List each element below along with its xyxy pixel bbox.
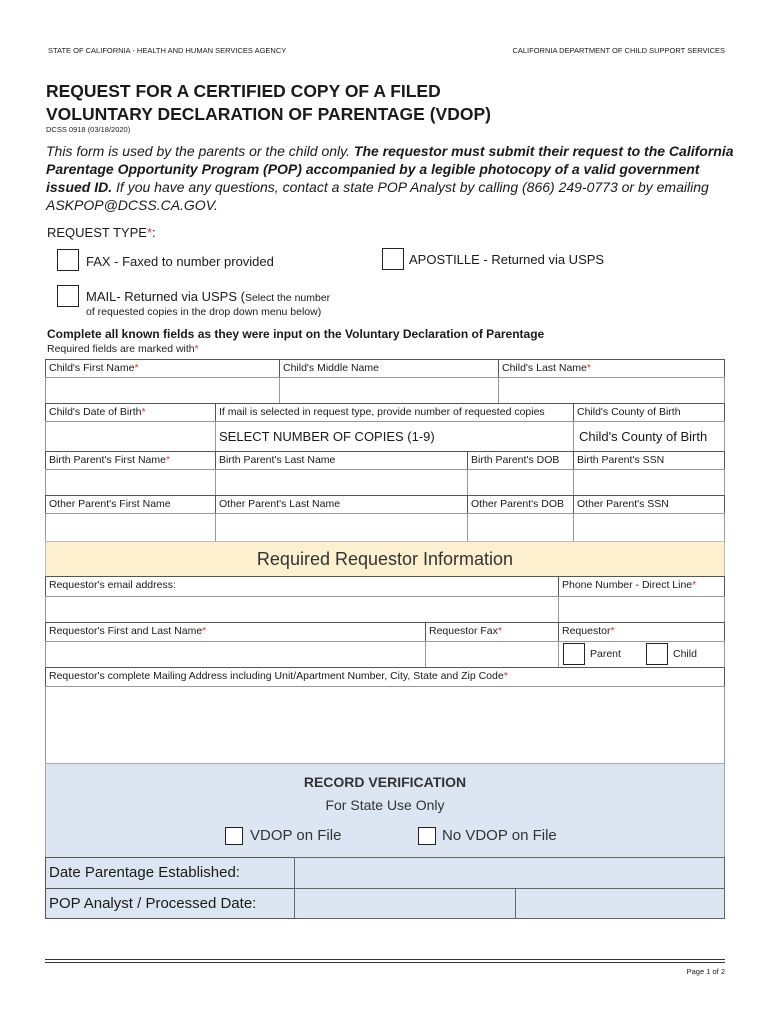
other-parent-dob-input[interactable] [467,513,574,542]
request-type-label: REQUEST TYPE*: [47,225,156,240]
child-label: Child [673,648,697,660]
copies-label: If mail is selected in request type, pro… [215,403,574,422]
verification-subheading: For State Use Only [325,797,445,813]
phone-label: Phone Number - Direct Line* [558,576,725,597]
county-input[interactable]: Child's County of Birth [573,421,725,452]
date-established-label: Date Parentage Established: [45,857,295,889]
child-checkbox[interactable] [646,643,668,665]
form-id: DCSS 0918 (03/18/2020) [46,125,131,134]
parent-checkbox[interactable] [563,643,585,665]
department-header: CALIFORNIA DEPARTMENT OF CHILD SUPPORT S… [512,46,725,55]
analyst-label: POP Analyst / Processed Date: [45,888,295,919]
mail-label: MAIL- Returned via USPS (Select the numb… [86,289,331,304]
child-first-name-label: Child's First Name* [45,359,280,378]
other-parent-first-label: Other Parent's First Name [45,495,216,514]
requestor-email-label: Requestor's email address: [45,576,559,597]
address-label: Requestor's complete Mailing Address inc… [45,667,725,687]
other-parent-dob-label: Other Parent's DOB [467,495,574,514]
required-note: Required fields are marked with* [47,343,199,355]
birth-parent-ssn-input[interactable] [573,469,725,496]
birth-parent-dob-label: Birth Parent's DOB [467,451,574,470]
requestor-email-input[interactable] [45,596,559,623]
child-first-name-input[interactable] [45,377,280,404]
other-parent-first-input[interactable] [45,513,216,542]
child-middle-name-label: Child's Middle Name [279,359,499,378]
instructions: Complete all known fields as they were i… [47,327,545,341]
mail-checkbox[interactable] [57,285,79,307]
verification-heading: RECORD VERIFICATION [303,774,467,790]
apostille-label: APOSTILLE - Returned via USPS [409,252,605,267]
child-last-name-input[interactable] [498,377,725,404]
vdop-on-file-checkbox[interactable] [225,827,243,845]
county-label: Child's County of Birth [573,403,725,422]
no-vdop-label: No VDOP on File [442,827,557,844]
mail-label-line-2: of requested copies in the drop down men… [86,306,322,318]
birth-parent-last-input[interactable] [215,469,468,496]
parent-label: Parent [590,648,621,660]
processed-date-input[interactable] [515,888,725,919]
child-dob-label: Child's Date of Birth* [45,403,216,422]
fax-checkbox[interactable] [57,249,79,271]
requestor-fax-input[interactable] [425,641,559,668]
birth-parent-first-label: Birth Parent's First Name* [45,451,216,470]
requestor-name-label: Requestor's First and Last Name* [45,622,426,642]
copies-select[interactable]: SELECT NUMBER OF COPIES (1-9) [215,421,574,452]
birth-parent-ssn-label: Birth Parent's SSN [573,451,725,470]
other-parent-ssn-label: Other Parent's SSN [573,495,725,514]
birth-parent-first-input[interactable] [45,469,216,496]
requestor-type-label: Requestor* [558,622,725,642]
address-input[interactable] [45,686,725,764]
vdop-on-file-label: VDOP on File [250,827,342,844]
child-middle-name-input[interactable] [279,377,499,404]
child-last-name-label: Child's Last Name* [498,359,725,378]
birth-parent-last-label: Birth Parent's Last Name [215,451,468,470]
date-established-input[interactable] [294,857,725,889]
other-parent-last-label: Other Parent's Last Name [215,495,468,514]
fax-label: FAX - Faxed to number provided [86,254,274,269]
other-parent-last-input[interactable] [215,513,468,542]
birth-parent-dob-input[interactable] [467,469,574,496]
requestor-fax-label: Requestor Fax* [425,622,559,642]
title-line-2: VOLUNTARY DECLARATION OF PARENTAGE (VDOP… [46,104,491,124]
footer-divider [45,959,725,963]
child-dob-input[interactable] [45,421,216,452]
analyst-input[interactable] [294,888,516,919]
requestor-name-input[interactable] [45,641,426,668]
intro-paragraph: This form is used by the parents or the … [46,143,734,213]
page-number: Page 1 of 2 [686,967,725,976]
title-line-1: REQUEST FOR A CERTIFIED COPY OF A FILED [46,81,441,101]
requestor-heading: Required Requestor Information [45,541,725,577]
phone-input[interactable] [558,596,725,623]
other-parent-ssn-input[interactable] [573,513,725,542]
apostille-checkbox[interactable] [382,248,404,270]
agency-header: STATE OF CALIFORNIA - HEALTH AND HUMAN S… [48,46,287,55]
form-title: REQUEST FOR A CERTIFIED COPY OF A FILED V… [46,80,491,126]
no-vdop-checkbox[interactable] [418,827,436,845]
